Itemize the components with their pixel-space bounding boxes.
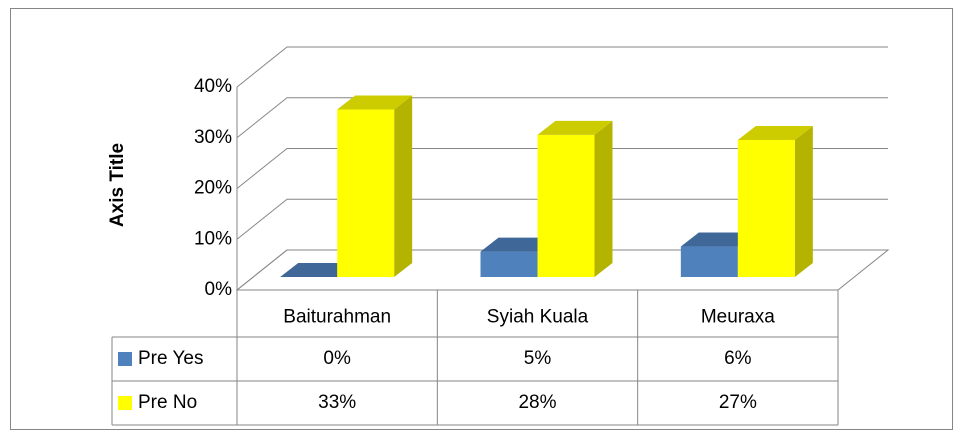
bar (537, 134, 595, 277)
bar-side (794, 125, 813, 277)
data-label: 5% (524, 348, 552, 369)
data-label: 33% (318, 392, 356, 413)
y-tick-label: 30% (194, 127, 232, 148)
bar-top (537, 120, 613, 135)
bar (480, 251, 538, 277)
grid-line (236, 46, 888, 88)
bar-top (337, 95, 413, 110)
legend-label: Pre Yes (138, 348, 204, 369)
x-tick-label: Syiah Kuala (487, 307, 589, 328)
data-label: 27% (719, 392, 757, 413)
bar (680, 246, 738, 277)
bar-top (737, 125, 813, 140)
legend-label: Pre No (138, 392, 197, 413)
y-axis-title: Axis Title (107, 143, 128, 227)
legend-key (118, 396, 132, 410)
grid-line (236, 198, 888, 240)
y-tick-label: 40% (194, 76, 232, 97)
y-tick-label: 20% (194, 178, 232, 199)
bar-top (480, 237, 556, 252)
x-tick-label: Meuraxa (701, 307, 775, 328)
data-label: 0% (323, 348, 351, 369)
grid-line (236, 97, 888, 139)
y-tick-label: 0% (205, 279, 233, 300)
grid-line (236, 148, 888, 189)
bar (337, 109, 395, 278)
bar-top (680, 232, 756, 247)
x-tick-label: Baiturahman (283, 307, 391, 328)
bar-top (280, 263, 356, 277)
data-label: 28% (518, 392, 556, 413)
bar-side (594, 120, 613, 278)
legend-key (118, 352, 132, 366)
bar (737, 139, 795, 277)
bar-side (394, 95, 413, 278)
data-label: 6% (724, 348, 752, 369)
y-tick-label: 10% (194, 228, 232, 249)
